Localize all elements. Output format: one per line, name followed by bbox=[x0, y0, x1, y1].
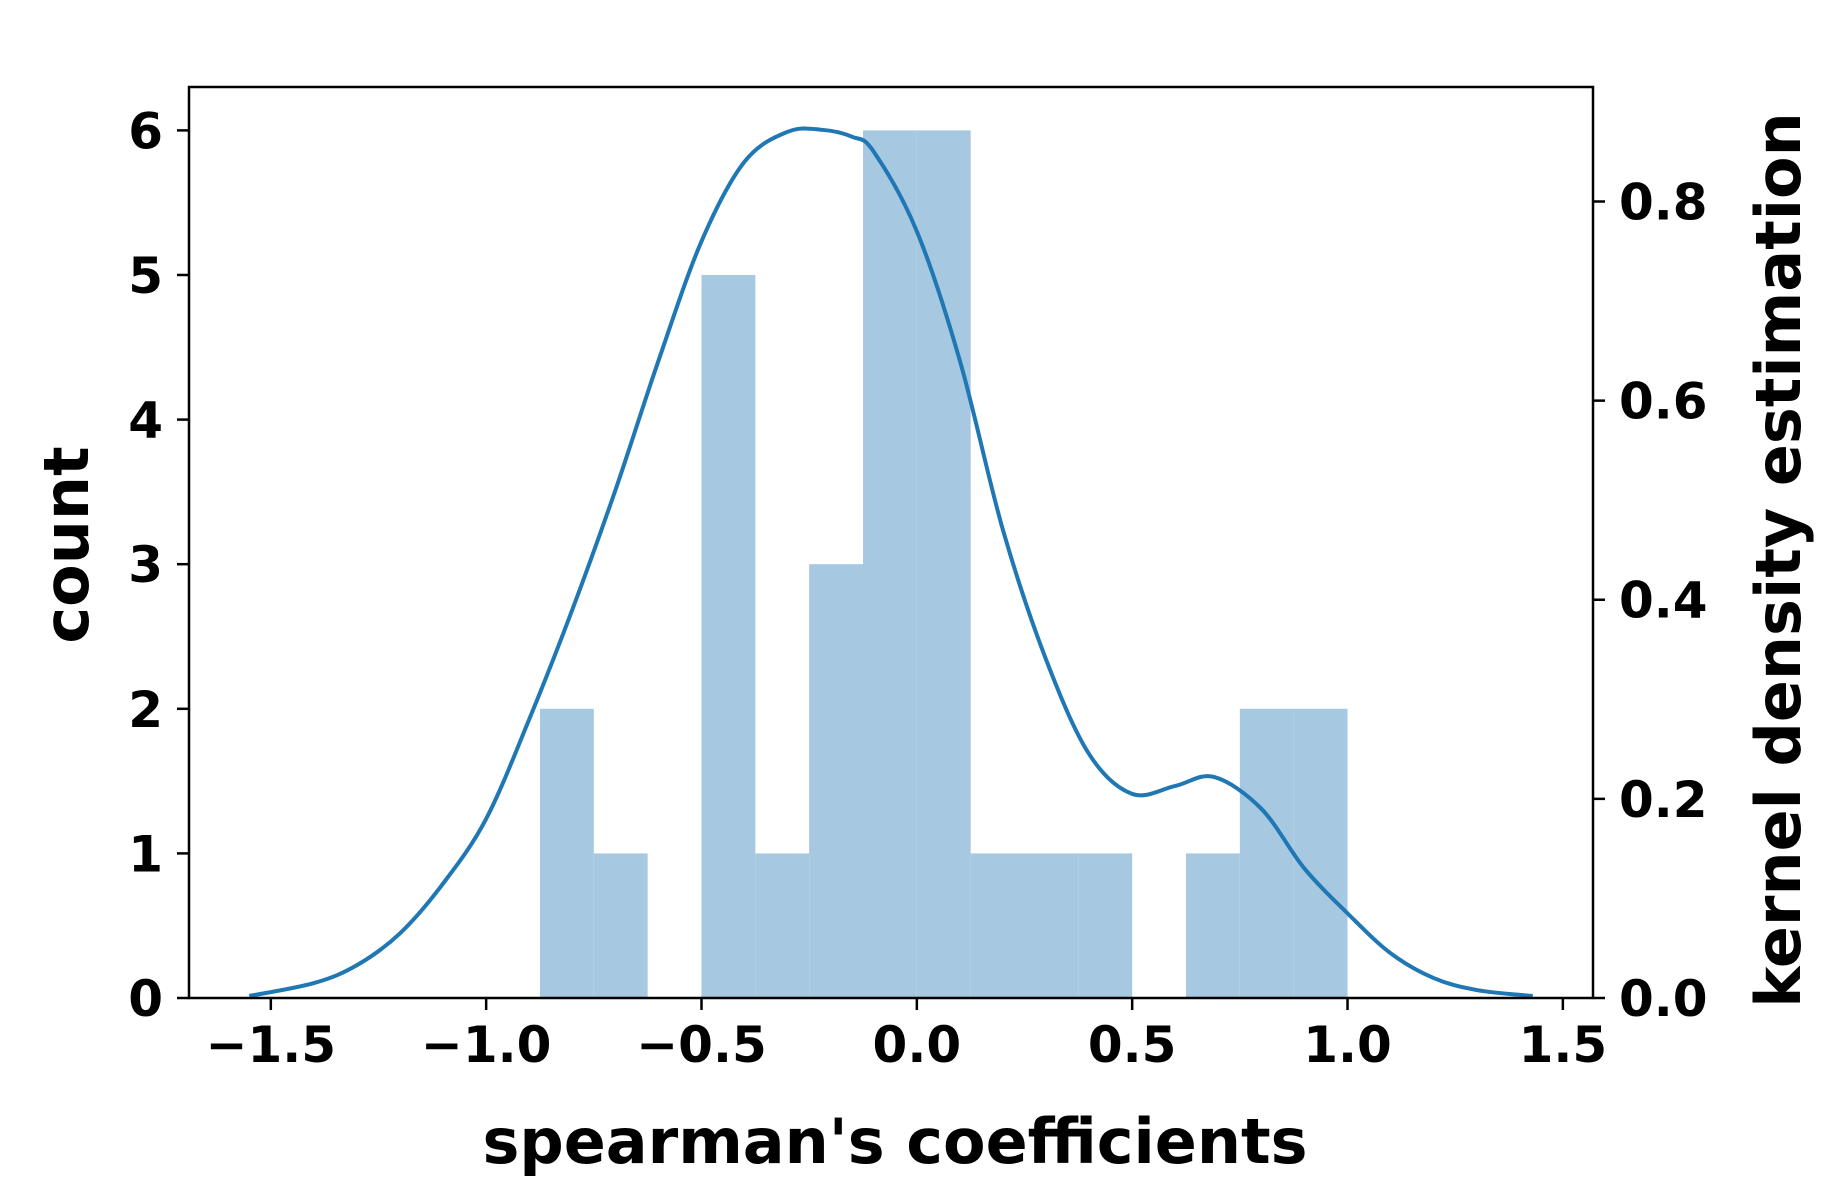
y-right-tick-label: 0.6 bbox=[1619, 373, 1708, 431]
histogram-bar bbox=[1078, 853, 1133, 998]
histogram-bar bbox=[863, 130, 917, 998]
y-right-tick-label: 0.4 bbox=[1619, 572, 1708, 630]
x-axis: −1.5 −1.0 −0.5 0.0 0.5 1.0 1.5 bbox=[206, 998, 1608, 1074]
x-tick-label: −1.5 bbox=[206, 1016, 336, 1074]
histogram-bar bbox=[1024, 853, 1079, 998]
histogram-bar bbox=[970, 853, 1025, 998]
histogram-bar bbox=[540, 708, 594, 998]
y-axis-right: 0.0 0.2 0.4 0.6 0.8 bbox=[1593, 173, 1708, 1028]
histogram-bar bbox=[1293, 708, 1348, 998]
y-tick-label: 6 bbox=[128, 102, 163, 160]
x-axis-label: spearman's coefficients bbox=[482, 1105, 1307, 1178]
histogram-bar bbox=[701, 274, 756, 998]
y-right-tick-label: 0.8 bbox=[1619, 173, 1708, 231]
histogram-bar bbox=[1186, 853, 1240, 998]
y-tick-label: 4 bbox=[128, 392, 163, 450]
x-tick-label: 1.5 bbox=[1519, 1016, 1608, 1074]
y-tick-label: 1 bbox=[128, 825, 163, 883]
y-axis-left: 0 1 2 3 4 5 6 bbox=[128, 102, 189, 1028]
histogram-bar bbox=[916, 130, 971, 998]
histogram-bar bbox=[1239, 708, 1294, 998]
histogram-bars bbox=[540, 130, 1348, 998]
y-right-tick-label: 0.0 bbox=[1619, 970, 1708, 1028]
x-tick-label: −1.0 bbox=[421, 1016, 551, 1074]
x-tick-label: 0.0 bbox=[873, 1016, 962, 1074]
y-tick-label: 2 bbox=[128, 681, 163, 739]
y-tick-label: 0 bbox=[128, 970, 163, 1028]
x-tick-label: 1.0 bbox=[1303, 1016, 1392, 1074]
plot-frame bbox=[187, 85, 1595, 1000]
kde-curve bbox=[248, 126, 1533, 998]
y-right-tick-label: 0.2 bbox=[1619, 771, 1708, 829]
x-tick-label: −0.5 bbox=[636, 1016, 766, 1074]
y-tick-label: 5 bbox=[128, 247, 163, 305]
y-axis-right-label: kernel density estimation bbox=[1742, 112, 1815, 1008]
y-axis-label: count bbox=[30, 446, 103, 643]
histogram-bar bbox=[593, 853, 648, 998]
histogram-bar bbox=[809, 564, 864, 998]
x-tick-label: 0.5 bbox=[1088, 1016, 1177, 1074]
histogram-bar bbox=[755, 853, 810, 998]
y-tick-label: 3 bbox=[128, 536, 163, 594]
